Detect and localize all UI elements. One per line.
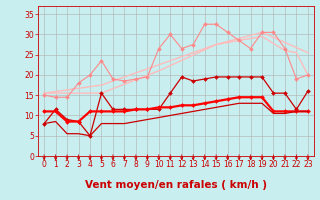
X-axis label: Vent moyen/en rafales ( km/h ): Vent moyen/en rafales ( km/h ) [85, 180, 267, 190]
